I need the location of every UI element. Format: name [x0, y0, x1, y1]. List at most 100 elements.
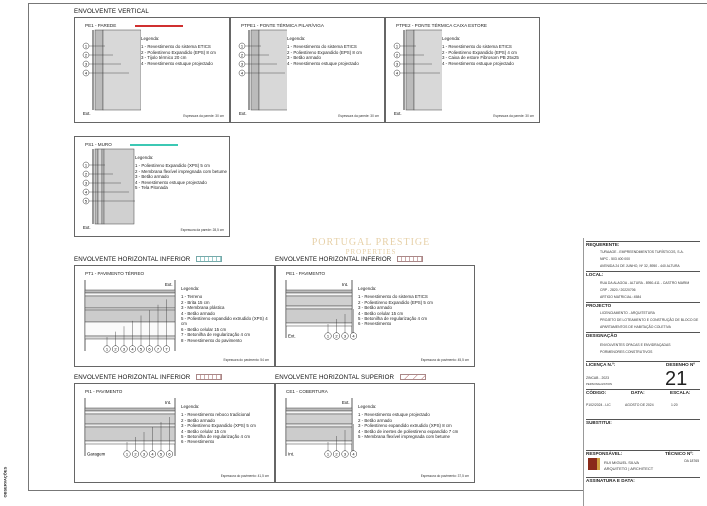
marker-number: 4 [241, 71, 244, 76]
thickness-note: Espessura do pavimento: 54 cm [223, 358, 269, 362]
desenho-label: DESENHO Nº [666, 362, 695, 367]
wall-layer [413, 29, 442, 111]
legend-item: 7 - Betonilha de regularização 4 cm [181, 332, 251, 338]
legend-item: 4 - Revestimento estuque projectado [135, 179, 207, 185]
marker-circle [349, 450, 358, 458]
licenca-0: ZINCAB - 2023 [586, 376, 609, 380]
legend-item: 1 - Revestimento reboco tradicional [181, 412, 251, 418]
legend-item: 1 - Revestimento estuque projectado [358, 412, 430, 418]
assinatura-label: ASSINATURA E DATA: [586, 478, 635, 483]
marker-circle [148, 450, 157, 458]
floor-layer [84, 289, 176, 294]
thickness-note: Espessura do pavimento: 45,5 cm [420, 358, 469, 362]
panel-title: PT1 - PAVIMENTO TÉRREO [85, 271, 145, 276]
marker-circle [140, 450, 148, 458]
legend-item: 1 - Poliestireno Expandido (XPS) 5 cm [135, 163, 210, 169]
drawing-number: 21 [665, 368, 688, 390]
legend-title: Legenda: [358, 404, 377, 409]
escala-value: 1:20 [671, 403, 678, 407]
sheet-bottom-border [28, 490, 584, 491]
requerente-1: NIPC - 503 400 000 [600, 257, 630, 261]
marker-circle [111, 345, 120, 353]
marker-number: 2 [396, 53, 399, 58]
marker-number: 6 [148, 347, 151, 352]
local-label: LOCAL: [586, 272, 604, 277]
floor-layer [84, 407, 176, 412]
hatch-swatch [397, 256, 424, 263]
tecnico-label: TÉCNICO Nº: [665, 451, 694, 456]
section-title-hor-sup: ENVOLVENTE HORIZONTAL SUPERIOR [275, 374, 427, 381]
requerente-label: REQUERENTE: [586, 242, 620, 247]
divider [586, 302, 700, 303]
legend-item: 3 - Betão armado [135, 174, 169, 180]
legend: Legenda: 1 - Revestimento do sistema ETIC… [442, 36, 537, 66]
wall-layer [94, 29, 104, 111]
marker-number: 2 [85, 172, 88, 177]
marker-number: 2 [85, 53, 88, 58]
panel-title: CE1 - COBERTURA [286, 389, 328, 394]
legend-color-line [130, 144, 178, 146]
top-side-label: Ext. [342, 400, 350, 405]
requerente-0: TURAAGE - EMPREENDIMENTOS TURÍSTICOS, S.… [600, 250, 684, 254]
wall-layer [250, 29, 260, 111]
marker-number: 2 [335, 334, 338, 339]
top-side-label: Int. [165, 400, 171, 405]
legend: Legenda: 1 - Revestimento do sistema ETIC… [358, 286, 472, 327]
legend-item: 8 - Revestimento do pavimento [181, 337, 242, 343]
marker-circle [103, 345, 111, 353]
marker-number: 4 [85, 71, 88, 76]
floor-layer [285, 292, 353, 297]
marker-number: 4 [352, 334, 355, 339]
legend-item: 3 - Poliestireno expandido extrudido (XP… [358, 423, 452, 429]
floor-layer [285, 410, 353, 415]
marker-number: 1 [327, 452, 330, 457]
bottom-side-label: Ext. [288, 334, 296, 339]
marker-number: 4 [131, 347, 134, 352]
projecto-0: LICENCIAMENTO - ARQUITETURA [600, 311, 655, 315]
marker-number: 6 [168, 452, 171, 457]
thickness-note: Espessura da parede: 30 cm [183, 114, 224, 118]
marker-number: 3 [344, 334, 347, 339]
marker-number: 7 [165, 347, 168, 352]
sheet-top-border [28, 3, 707, 4]
wall-layer [102, 29, 141, 111]
floor-layer [84, 321, 176, 337]
legend-item: 4 - Revestimento estuque projectado [287, 60, 359, 66]
marker-number: 3 [123, 347, 126, 352]
watermark: PORTUGAL PRESTIGE PROPERTIES [286, 238, 456, 257]
marker-circle [165, 450, 174, 458]
legend-item: 4 - Betão celular 15 cm [358, 310, 404, 316]
legend-item: 2 - Betão armado [181, 417, 215, 423]
legend-item: 2 - Betão armado [358, 417, 392, 423]
sheet-left-border [28, 3, 29, 490]
exterior-label: Ext. [394, 111, 402, 116]
legend-item: 3 - Tijolo térmico 20 cm [141, 55, 187, 61]
marker-circle [341, 332, 349, 340]
escala-label: ESCALA: [670, 390, 691, 395]
marker-circle [123, 450, 131, 458]
thickness-note: Espessura do pavimento: 37,5 cm [420, 474, 469, 478]
data-label: DATA: [631, 390, 645, 395]
legend-item: 2 - Brita 15 cm [181, 299, 210, 305]
exterior-label: Ext. [83, 225, 91, 230]
designacao-1: PORMENORES CONSTRUTIVOS [600, 350, 653, 354]
legend-item: 3 - Caixa de estore Fibrosom PB 25x25 [442, 55, 519, 61]
construction-detail-drawing: 1 2 3 4 5 6 7 7 Ext. [84, 280, 176, 353]
marker-number: 4 [85, 190, 88, 195]
marker-number: 1 [396, 44, 399, 49]
legend-title: Legenda: [135, 155, 154, 160]
local-0: RUA DA ALAGOA - ALTURA - 8950-411 - CAST… [600, 281, 690, 285]
floor-layer [84, 440, 176, 445]
legend-title: Legenda: [442, 36, 461, 41]
divider [586, 241, 700, 242]
local-2: ARTIGO MATRICIAL: 4584 [600, 295, 642, 299]
legend-item: 5 - Membrana flexível impregnada com bet… [358, 434, 451, 440]
marker-number: 4 [151, 452, 154, 457]
floor-layer [285, 413, 353, 425]
marker-number: 3 [85, 62, 88, 67]
panel-pe1: PE1 - PAREDE Legenda: 1 - Revestimento do … [74, 17, 230, 123]
